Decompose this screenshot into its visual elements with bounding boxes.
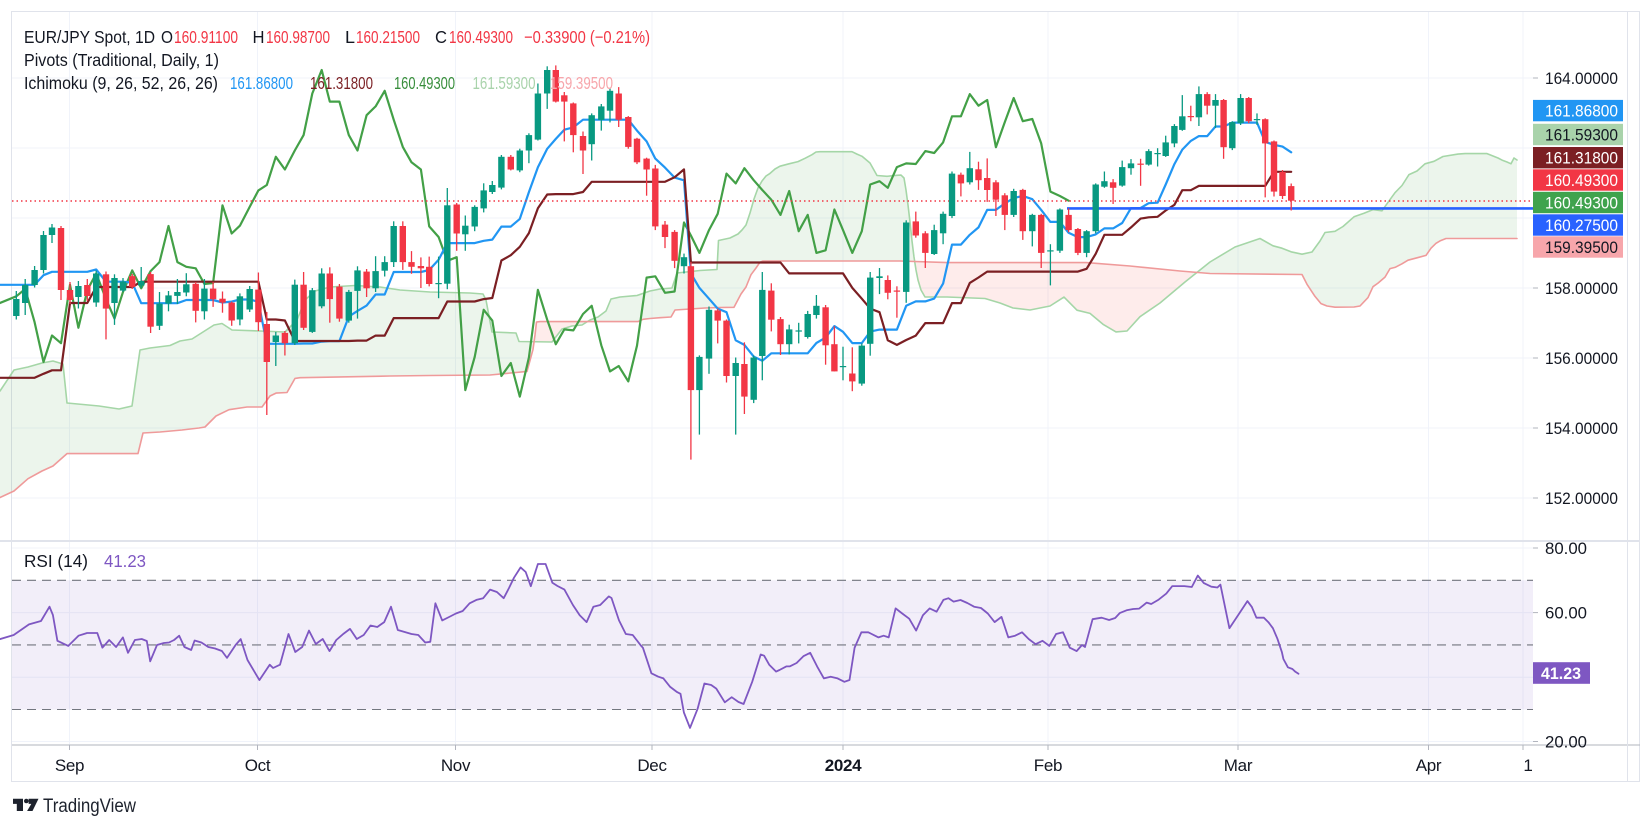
svg-text:H: H [253, 27, 265, 47]
svg-text:Mar: Mar [1224, 756, 1253, 775]
svg-text:160.49300: 160.49300 [394, 73, 455, 93]
svg-text:L: L [345, 27, 355, 47]
svg-text:160.27500: 160.27500 [1545, 216, 1618, 235]
svg-text:RSI (14): RSI (14) [24, 551, 88, 571]
svg-text:1: 1 [1523, 756, 1532, 775]
svg-text:60.00: 60.00 [1545, 604, 1587, 623]
svg-text:161.31800: 161.31800 [310, 73, 373, 93]
svg-text:154.00000: 154.00000 [1545, 419, 1618, 438]
svg-text:161.86800: 161.86800 [230, 73, 293, 93]
svg-text:Oct: Oct [245, 756, 271, 775]
svg-text:152.00000: 152.00000 [1545, 489, 1618, 508]
svg-text:161.59300: 161.59300 [473, 73, 536, 93]
svg-text:TradingView: TradingView [43, 796, 136, 817]
svg-text:41.23: 41.23 [104, 551, 146, 571]
svg-text:41.23: 41.23 [1541, 664, 1581, 683]
svg-text:159.39500: 159.39500 [1545, 238, 1618, 257]
svg-text:160.49300: 160.49300 [1545, 171, 1618, 190]
svg-text:Apr: Apr [1416, 756, 1442, 775]
svg-text:Nov: Nov [441, 756, 471, 775]
svg-text:161.31800: 161.31800 [1545, 149, 1618, 168]
svg-text:O: O [161, 27, 173, 47]
svg-text:EUR/JPY Spot, 1D: EUR/JPY Spot, 1D [24, 27, 155, 47]
svg-text:Feb: Feb [1034, 756, 1062, 775]
svg-text:Dec: Dec [637, 756, 667, 775]
svg-text:161.59300: 161.59300 [1545, 126, 1618, 145]
svg-text:160.21500: 160.21500 [356, 27, 420, 47]
svg-text:−0.33900 (−0.21%): −0.33900 (−0.21%) [524, 27, 650, 47]
svg-text:160.91100: 160.91100 [174, 27, 238, 47]
svg-text:80.00: 80.00 [1545, 539, 1587, 558]
svg-text:C: C [435, 27, 447, 47]
svg-text:158.00000: 158.00000 [1545, 279, 1618, 298]
svg-text:Sep: Sep [55, 756, 84, 775]
svg-text:161.86800: 161.86800 [1545, 102, 1618, 121]
svg-text:20.00: 20.00 [1545, 733, 1587, 752]
svg-text:156.00000: 156.00000 [1545, 349, 1618, 368]
svg-text:164.00000: 164.00000 [1545, 69, 1618, 88]
svg-text:160.98700: 160.98700 [266, 27, 330, 47]
svg-text:160.49300: 160.49300 [449, 27, 513, 47]
svg-text:2024: 2024 [825, 756, 862, 775]
svg-text:159.39500: 159.39500 [550, 73, 613, 93]
svg-text:Ichimoku (9, 26, 52, 26, 26): Ichimoku (9, 26, 52, 26, 26) [24, 73, 218, 93]
svg-text:Pivots (Traditional, Daily, 1): Pivots (Traditional, Daily, 1) [24, 50, 219, 70]
svg-text:160.49300: 160.49300 [1545, 194, 1618, 213]
